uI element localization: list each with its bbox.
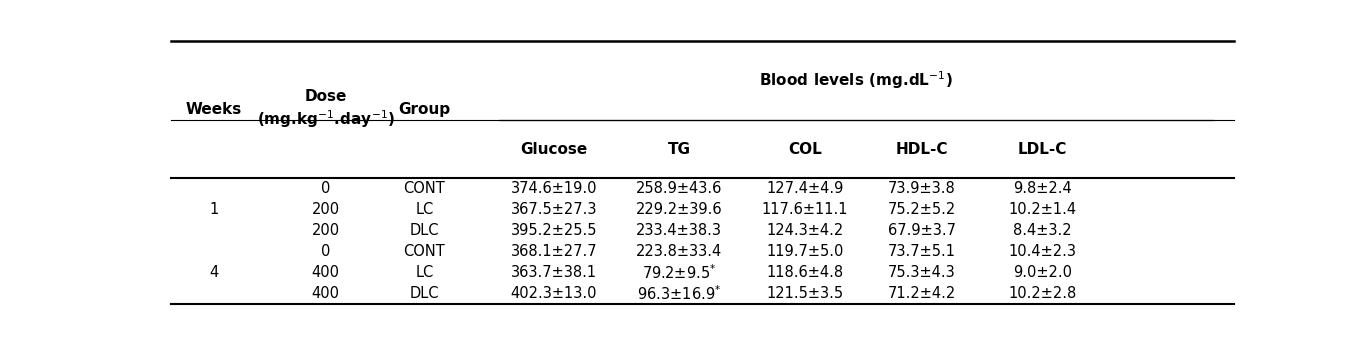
Text: 368.1±27.7: 368.1±27.7	[510, 244, 598, 259]
Text: 9.0±2.0: 9.0±2.0	[1013, 265, 1072, 280]
Text: 10.2±1.4: 10.2±1.4	[1009, 202, 1076, 217]
Text: 0: 0	[321, 181, 330, 196]
Text: 127.4±4.9: 127.4±4.9	[766, 181, 843, 196]
Text: 374.6±19.0: 374.6±19.0	[510, 181, 598, 196]
Text: LC: LC	[415, 265, 433, 280]
Text: 75.3±4.3: 75.3±4.3	[887, 265, 956, 280]
Text: 96.3±16.9$^{*}$: 96.3±16.9$^{*}$	[638, 285, 721, 303]
Text: Group: Group	[398, 102, 450, 117]
Text: 121.5±3.5: 121.5±3.5	[766, 286, 843, 301]
Text: 200: 200	[311, 202, 340, 217]
Text: 400: 400	[311, 286, 340, 301]
Text: CONT: CONT	[403, 181, 446, 196]
Text: 71.2±4.2: 71.2±4.2	[887, 286, 956, 301]
Text: 119.7±5.0: 119.7±5.0	[766, 244, 843, 259]
Text: Blood levels (mg.dL$^{-1}$): Blood levels (mg.dL$^{-1}$)	[758, 70, 953, 91]
Text: 8.4±3.2: 8.4±3.2	[1013, 223, 1072, 238]
Text: 124.3±4.2: 124.3±4.2	[766, 223, 843, 238]
Text: LDL-C: LDL-C	[1017, 142, 1068, 157]
Text: 118.6±4.8: 118.6±4.8	[766, 265, 843, 280]
Text: CONT: CONT	[403, 244, 446, 259]
Text: LC: LC	[415, 202, 433, 217]
Text: 9.8±2.4: 9.8±2.4	[1013, 181, 1072, 196]
Text: 10.2±2.8: 10.2±2.8	[1009, 286, 1076, 301]
Text: 67.9±3.7: 67.9±3.7	[887, 223, 956, 238]
Text: COL: COL	[788, 142, 821, 157]
Text: Dose
(mg.kg$^{-1}$.day$^{-1}$): Dose (mg.kg$^{-1}$.day$^{-1}$)	[256, 89, 395, 130]
Text: Glucose: Glucose	[520, 142, 588, 157]
Text: 223.8±33.4: 223.8±33.4	[636, 244, 723, 259]
Text: 363.7±38.1: 363.7±38.1	[511, 265, 596, 280]
Text: 367.5±27.3: 367.5±27.3	[510, 202, 598, 217]
Text: HDL-C: HDL-C	[895, 142, 947, 157]
Text: 75.2±5.2: 75.2±5.2	[887, 202, 956, 217]
Text: 73.7±5.1: 73.7±5.1	[887, 244, 956, 259]
Text: 10.4±2.3: 10.4±2.3	[1009, 244, 1076, 259]
Text: 0: 0	[321, 244, 330, 259]
Text: 258.9±43.6: 258.9±43.6	[636, 181, 723, 196]
Text: 395.2±25.5: 395.2±25.5	[510, 223, 598, 238]
Text: 79.2±9.5$^{*}$: 79.2±9.5$^{*}$	[642, 263, 717, 282]
Text: TG: TG	[668, 142, 691, 157]
Text: DLC: DLC	[410, 223, 439, 238]
Text: 400: 400	[311, 265, 340, 280]
Text: 402.3±13.0: 402.3±13.0	[510, 286, 598, 301]
Text: DLC: DLC	[410, 286, 439, 301]
Text: Weeks: Weeks	[185, 102, 243, 117]
Text: 1: 1	[210, 202, 218, 217]
Text: 200: 200	[311, 223, 340, 238]
Text: 229.2±39.6: 229.2±39.6	[636, 202, 723, 217]
Text: 233.4±38.3: 233.4±38.3	[636, 223, 723, 238]
Text: 73.9±3.8: 73.9±3.8	[887, 181, 956, 196]
Text: 117.6±11.1: 117.6±11.1	[761, 202, 847, 217]
Text: 4: 4	[210, 265, 218, 280]
